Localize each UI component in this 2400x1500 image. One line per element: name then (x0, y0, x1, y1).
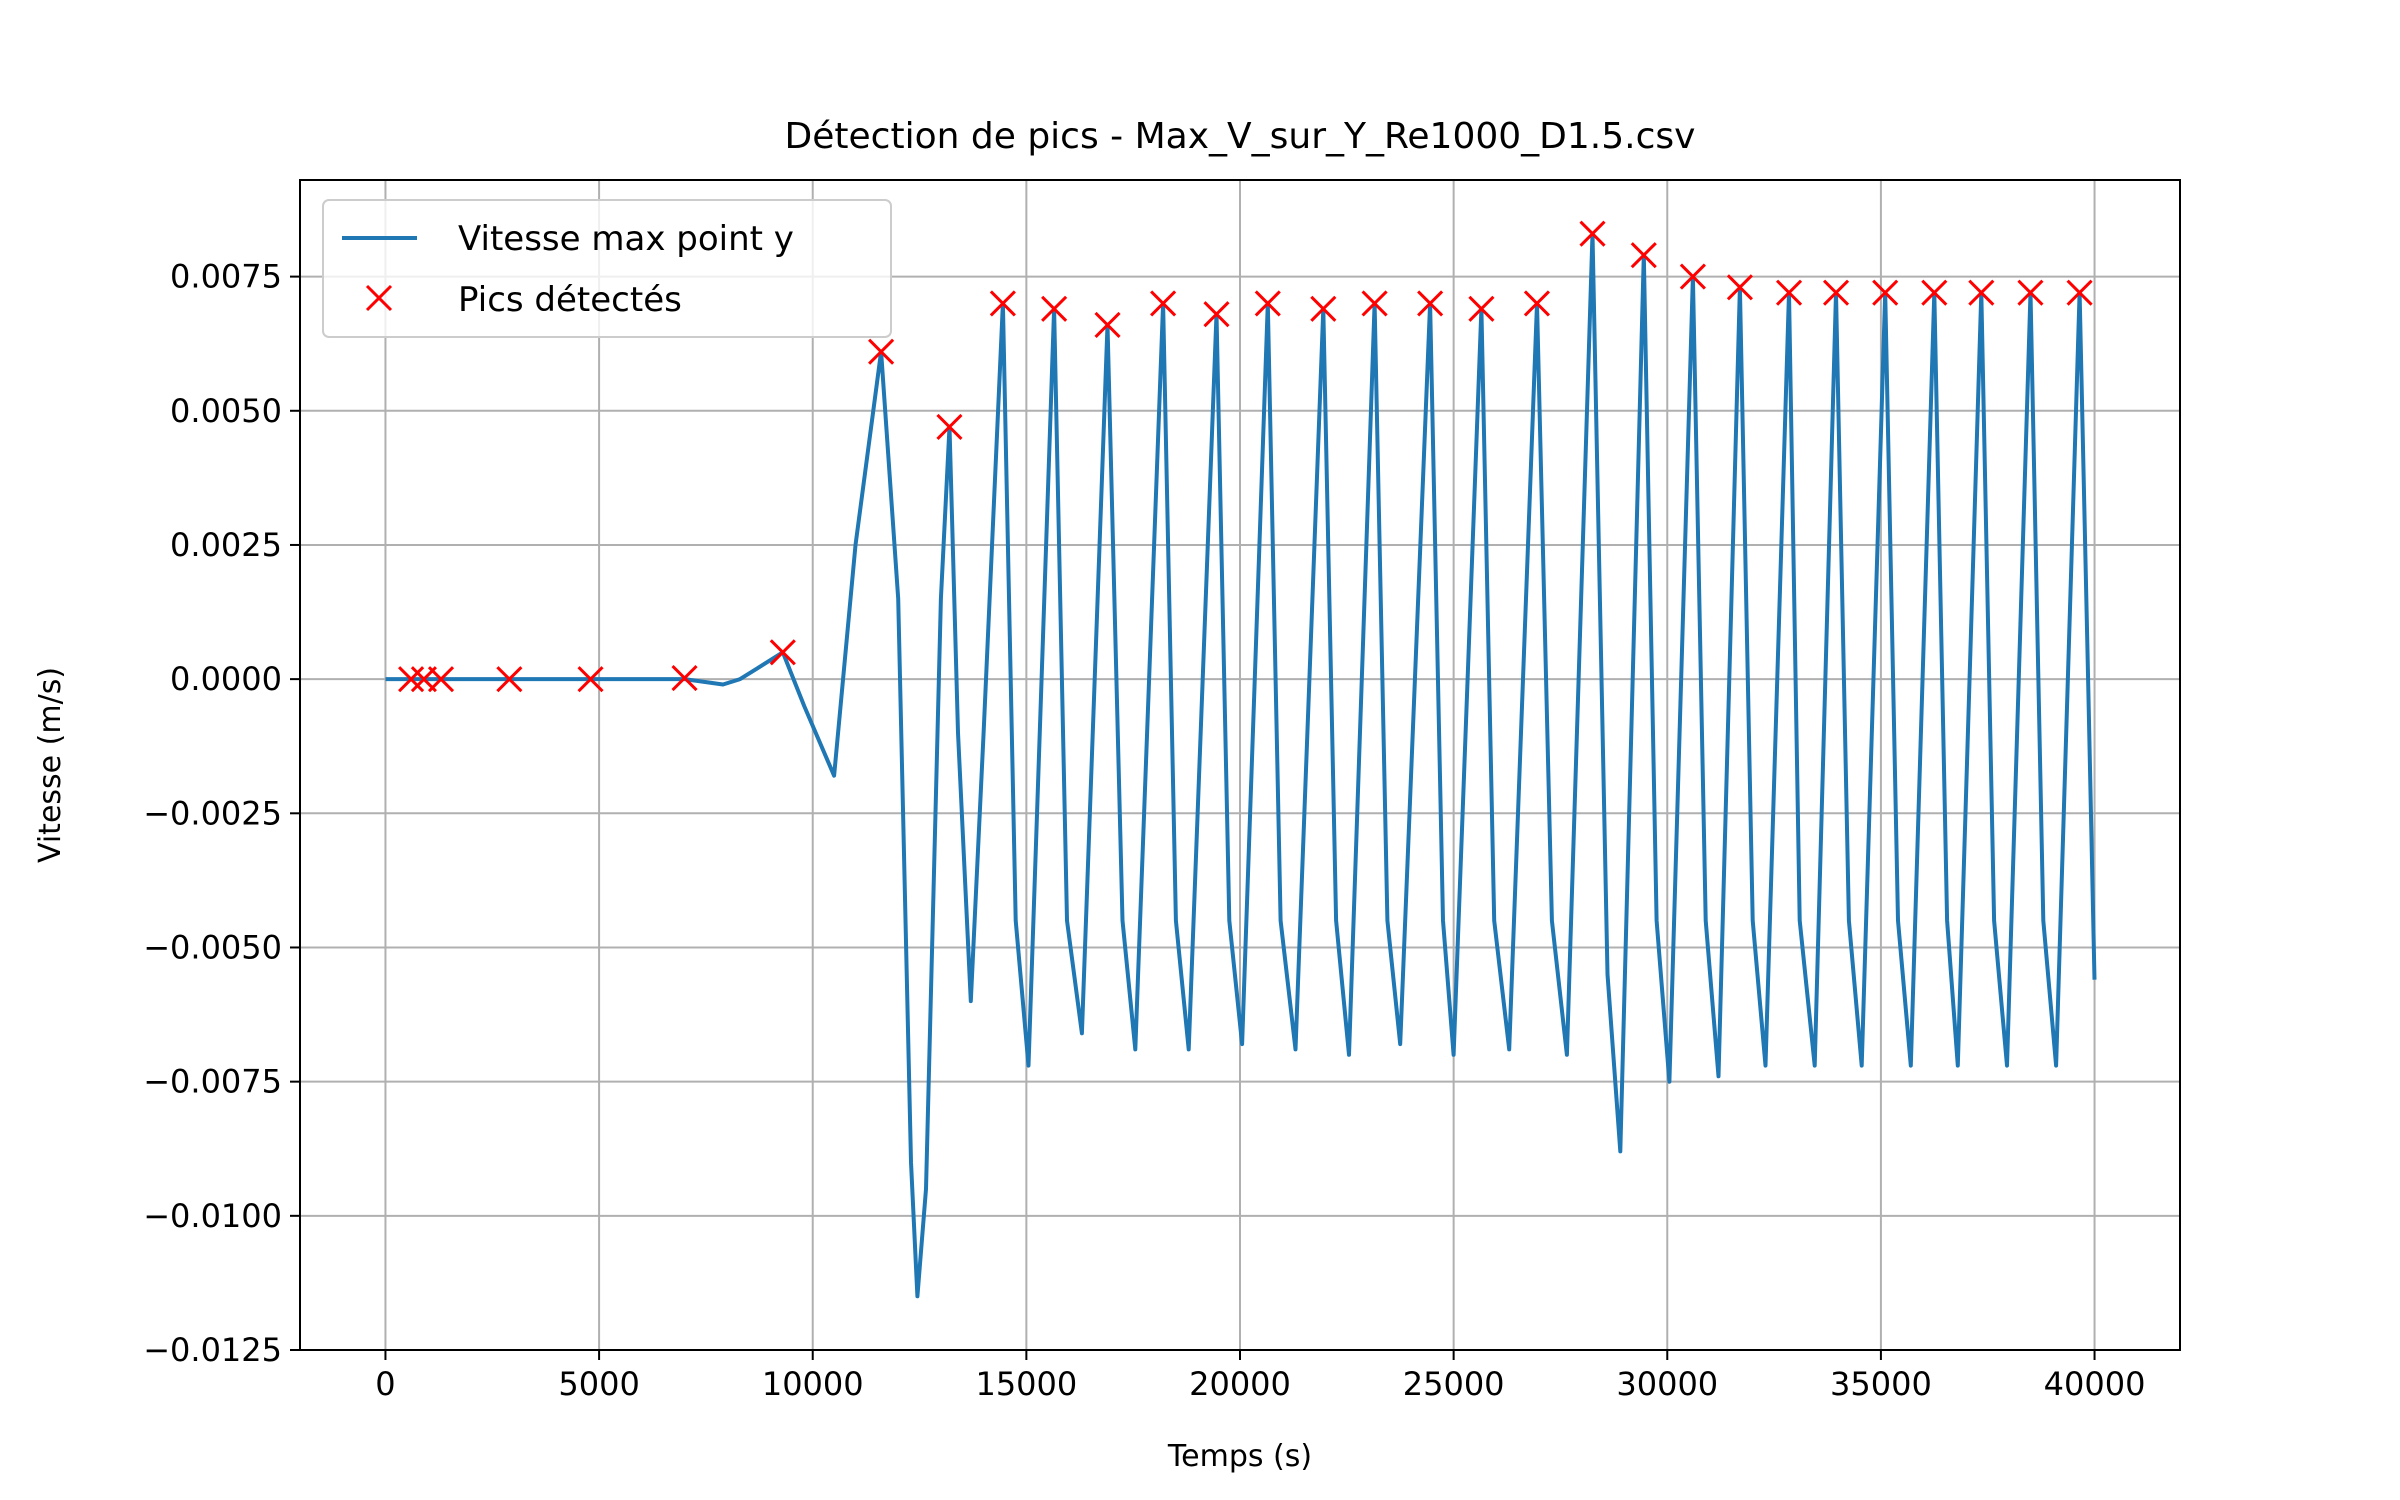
peak-marker (769, 639, 796, 666)
x-tick-label: 30000 (1616, 1365, 1718, 1403)
y-tick-label: 0.0075 (170, 258, 282, 296)
peak-marker (1254, 290, 1281, 317)
peak-marker (1630, 242, 1657, 269)
peak-marker (1150, 290, 1177, 317)
y-tick-label: −0.0050 (143, 928, 282, 966)
y-tick-label: −0.0075 (143, 1063, 282, 1101)
peak-marker (1726, 274, 1753, 301)
y-tick-label: −0.0100 (143, 1197, 282, 1235)
chart-title: Détection de pics - Max_V_sur_Y_Re1000_D… (785, 116, 1696, 157)
peak-marker (1361, 290, 1388, 317)
peak-marker (1921, 279, 1948, 306)
peak-marker (577, 666, 604, 693)
peak-marker (1203, 301, 1230, 328)
peak-marker (1310, 295, 1337, 322)
peak-marker (1968, 279, 1995, 306)
peak-marker (1822, 279, 1850, 306)
peak-marker (1041, 295, 1068, 322)
y-tick-label: −0.0125 (143, 1331, 282, 1369)
y-tick-label: 0.0050 (170, 392, 282, 430)
peak-marker (398, 666, 425, 693)
peak-marker (1417, 290, 1444, 317)
legend: Vitesse max point y Pics détectés (322, 199, 892, 338)
peak-marker (496, 666, 523, 693)
peak-marker (2066, 279, 2093, 306)
x-tick-label: 40000 (2044, 1365, 2146, 1403)
x-axis-label: Temps (s) (1167, 1439, 1312, 1474)
peak-marker (1579, 220, 1606, 247)
x-tick-label: 15000 (975, 1365, 1077, 1403)
y-tick-label: 0.0025 (170, 526, 282, 564)
peak-marker (1094, 311, 1121, 338)
y-axis-label: Vitesse (m/s) (33, 667, 68, 863)
x-tick-label: 5000 (558, 1365, 639, 1403)
peak-marker (936, 413, 963, 440)
series-line-vitesse (385, 231, 2097, 1299)
peak-marker (1872, 279, 1899, 306)
peak-marker (427, 666, 455, 693)
peak-marker (1775, 279, 1803, 306)
x-tick-label: 25000 (1403, 1365, 1505, 1403)
y-tick-label: −0.0025 (143, 794, 282, 832)
x-tick-label: 20000 (1189, 1365, 1291, 1403)
peak-marker (1468, 295, 1495, 322)
legend-label-series-2: Pics détectés (458, 280, 682, 320)
peak-marker (2017, 279, 2044, 306)
plot-area (385, 220, 2097, 1299)
peak-marker (671, 664, 698, 692)
y-tick-label: 0.0000 (170, 660, 282, 698)
peak-marker (1679, 263, 1706, 290)
x-tick-label: 0 (375, 1365, 395, 1403)
peak-marker (1523, 290, 1551, 317)
peak-marker (989, 290, 1016, 317)
peak-marker (868, 338, 895, 365)
legend-x-marker (365, 284, 393, 312)
x-tick-label: 35000 (1830, 1365, 1932, 1403)
ticks: 0 5000 10000 15000 20000 25000 30000 35000 40000… (143, 258, 2145, 1403)
x-tick-label: 10000 (762, 1365, 864, 1403)
legend-box (322, 199, 892, 338)
legend-label-series-1: Vitesse max point y (458, 219, 794, 259)
